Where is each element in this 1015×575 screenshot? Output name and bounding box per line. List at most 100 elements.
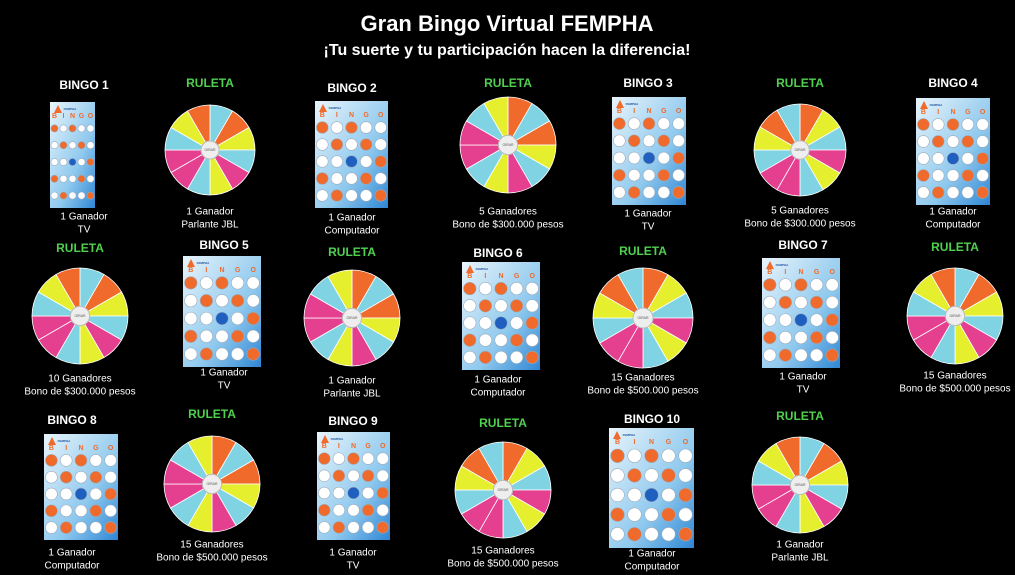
card-cell xyxy=(185,294,197,306)
card-cell xyxy=(947,119,959,131)
card-cell xyxy=(105,505,117,517)
wheel-center-label: GIRAR xyxy=(346,316,358,320)
card-cell xyxy=(362,522,374,534)
card-cell xyxy=(673,152,685,164)
card-cell xyxy=(495,317,507,329)
card-cell xyxy=(495,300,507,312)
bingo-title: BINGO 7 xyxy=(778,238,828,252)
card-cell xyxy=(90,471,102,483)
card-cell xyxy=(510,317,522,329)
card-cell xyxy=(611,508,625,522)
card-cell xyxy=(611,488,625,502)
prize-line: 1 Ganador xyxy=(328,213,376,224)
card-cell xyxy=(826,279,838,291)
card-cell xyxy=(60,471,72,483)
prize-line: 1 Ganador xyxy=(48,548,96,559)
prize-line: 1 Ganador xyxy=(474,375,522,386)
card-cell xyxy=(216,312,228,324)
card-cell xyxy=(216,348,228,360)
card-letter: I xyxy=(336,112,338,119)
bingo-card: FEMPHABINGO xyxy=(317,432,390,540)
card-cell xyxy=(947,187,959,199)
card-cell xyxy=(75,471,87,483)
card-cell xyxy=(977,136,989,148)
card-cell xyxy=(510,300,522,312)
card-cell xyxy=(977,119,989,131)
prize-line: 10 Ganadores xyxy=(48,374,111,385)
wheel-center-label: GIRAR xyxy=(794,148,806,152)
card-cell xyxy=(526,351,538,363)
card-cell xyxy=(932,119,944,131)
card-cell xyxy=(105,488,117,500)
card-letter: B xyxy=(617,108,622,115)
card-cell xyxy=(316,190,328,202)
card-cell xyxy=(932,187,944,199)
card-letter: O xyxy=(683,439,689,446)
card-cell xyxy=(375,122,387,134)
card-cell xyxy=(185,312,197,324)
card-cell xyxy=(90,488,102,500)
card-cell xyxy=(464,351,476,363)
card-cell xyxy=(795,314,807,326)
wheel: GIRAR xyxy=(455,442,551,538)
ruleta-title: RULETA xyxy=(931,240,979,254)
card-logo: FEMPHA xyxy=(626,102,640,106)
subtitle: ¡Tu suerte y tu participación hacen la d… xyxy=(324,42,691,59)
bingo-title: BINGO 3 xyxy=(623,76,673,90)
card-letter: B xyxy=(52,113,57,120)
card-cell xyxy=(247,294,259,306)
card-letter: B xyxy=(767,269,772,276)
card-cell xyxy=(810,279,822,291)
card-cell xyxy=(917,136,929,148)
card-cell xyxy=(826,296,838,308)
bingo-card: FEMPHABINGO xyxy=(183,256,261,367)
card-logo: FEMPHA xyxy=(197,261,211,265)
wheel: GIRAR xyxy=(907,268,1003,364)
card-cell xyxy=(348,522,360,534)
card-cell xyxy=(231,348,243,360)
card-cell xyxy=(90,522,102,534)
card-cell xyxy=(90,454,102,466)
card-cell xyxy=(779,314,791,326)
wheel: GIRAR xyxy=(460,97,556,193)
prize-line: Computador xyxy=(470,388,526,399)
card-cell xyxy=(510,334,522,346)
card-letter: I xyxy=(484,273,486,280)
card-letter: I xyxy=(338,443,340,450)
card-letter: N xyxy=(219,267,224,274)
card-cell xyxy=(348,504,360,516)
card-cell xyxy=(643,118,655,130)
card-cell xyxy=(643,135,655,147)
prize-line: 1 Ganador xyxy=(776,540,824,551)
card-cell xyxy=(333,504,345,516)
card-cell xyxy=(495,334,507,346)
card-cell xyxy=(795,296,807,308)
card-cell xyxy=(962,119,974,131)
prize-line: TV xyxy=(797,385,810,396)
card-cell xyxy=(645,508,659,522)
bingo-card: FEMPHABINGO xyxy=(44,434,118,540)
wheel-center-label: GIRAR xyxy=(206,482,218,486)
card-letter: B xyxy=(320,112,325,119)
bingo-title: BINGO 9 xyxy=(328,414,378,428)
card-cell xyxy=(628,488,642,502)
card-cell xyxy=(810,331,822,343)
card-cell xyxy=(333,522,345,534)
card-cell xyxy=(60,192,67,199)
prize-line: Bono de $300.000 pesos xyxy=(452,220,563,231)
card-logo: FEMPHA xyxy=(476,267,490,271)
prize-line: Bono de $500.000 pesos xyxy=(447,559,558,570)
card-cell xyxy=(658,186,670,198)
card-cell xyxy=(360,156,372,168)
card-cell xyxy=(360,139,372,151)
card-cell xyxy=(216,277,228,289)
card-cell xyxy=(917,170,929,182)
card-letter: O xyxy=(529,273,535,280)
card-cell xyxy=(231,294,243,306)
card-cell xyxy=(764,296,776,308)
card-letter: O xyxy=(378,112,384,119)
card-cell xyxy=(75,522,87,534)
card-cell xyxy=(658,152,670,164)
card-cell xyxy=(78,175,85,182)
card-cell xyxy=(643,152,655,164)
